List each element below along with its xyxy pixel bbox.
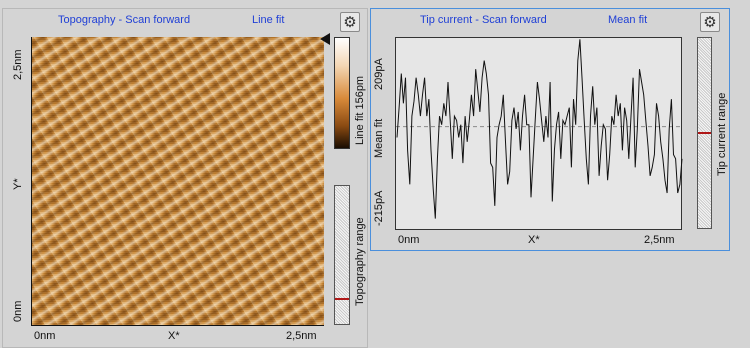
tip-current-range-label: Tip current range <box>716 92 728 176</box>
tip-current-title: Tip current - Scan forward <box>420 14 547 26</box>
topography-colorbar-label: Line fit 156pm <box>354 75 366 145</box>
topography-x-tick-left: 0nm <box>34 330 56 342</box>
topography-x-axis <box>31 325 324 326</box>
topography-y-axis-label: Y* <box>12 178 24 190</box>
tip-current-range-marker[interactable] <box>698 132 711 134</box>
tip-current-x-tick-right: 2,5nm <box>644 234 675 246</box>
topography-range-label: Topography range <box>354 217 366 306</box>
topography-range-slider[interactable] <box>334 185 350 325</box>
topography-colorbar <box>334 37 350 149</box>
chart-series-line <box>396 39 683 219</box>
tip-current-plot <box>396 39 683 219</box>
triangle-left-icon[interactable] <box>320 33 330 45</box>
tip-current-y-tick-top: 209pA <box>373 58 385 90</box>
gear-icon[interactable]: ⚙ <box>340 12 360 32</box>
tip-current-y-tick-mid: Mean fit <box>373 118 385 158</box>
tip-current-plot-area[interactable] <box>395 37 683 230</box>
topography-x-axis-label: X* <box>168 330 180 342</box>
tip-current-y-tick-bottom: -215pA <box>373 190 385 226</box>
tip-current-range-slider[interactable] <box>697 37 712 229</box>
tip-current-fit-mode[interactable]: Mean fit <box>608 14 648 26</box>
topography-y-tick-top: 2,5nm <box>12 49 24 80</box>
topography-image[interactable] <box>32 37 324 325</box>
topography-x-tick-right: 2,5nm <box>286 330 317 342</box>
tip-current-x-tick-left: 0nm <box>398 234 420 246</box>
tip-current-x-axis-label: X* <box>528 234 540 246</box>
topography-y-axis <box>31 37 32 326</box>
topography-y-tick-bottom: 0nm <box>12 300 24 322</box>
gear-icon[interactable]: ⚙ <box>700 12 720 32</box>
topography-title: Topography - Scan forward <box>58 14 191 26</box>
topography-range-marker[interactable] <box>335 298 349 300</box>
topography-fit-mode[interactable]: Line fit <box>252 14 285 26</box>
